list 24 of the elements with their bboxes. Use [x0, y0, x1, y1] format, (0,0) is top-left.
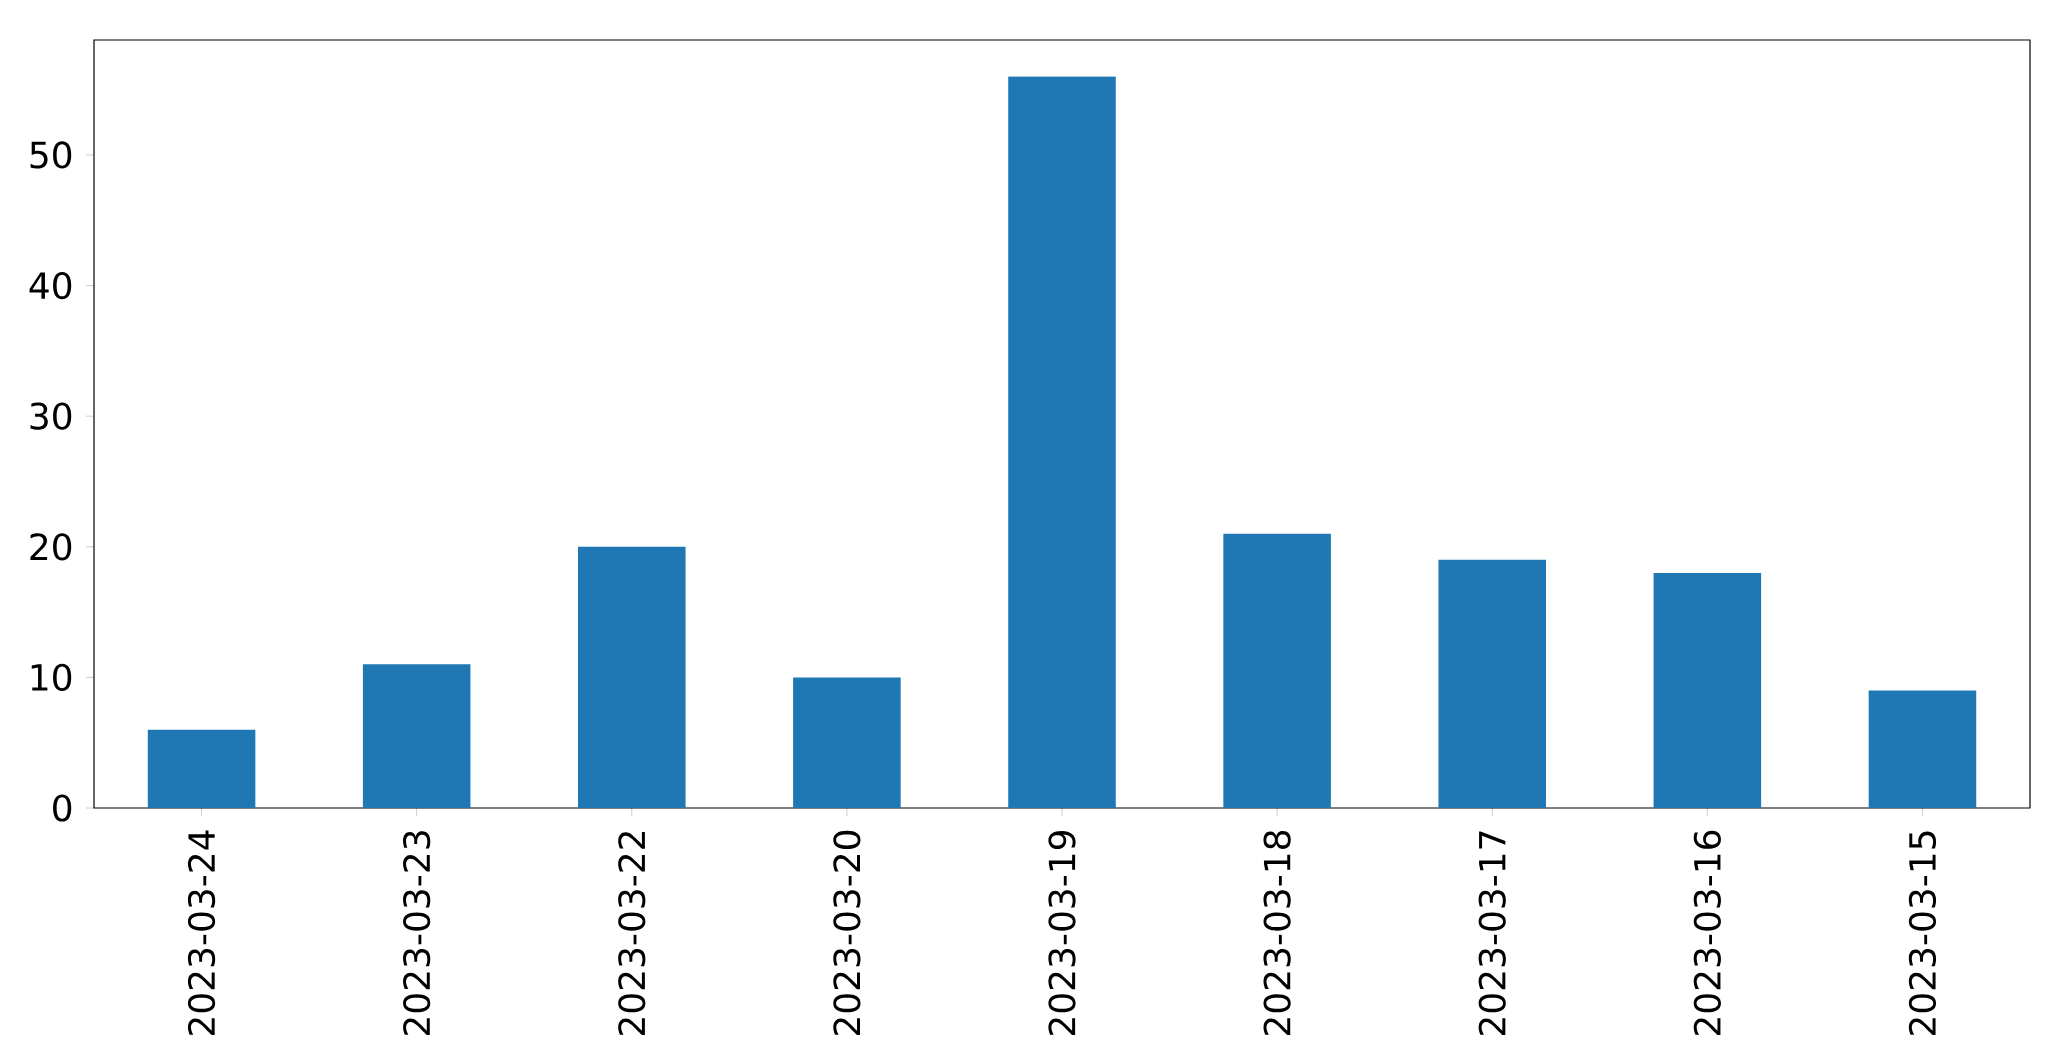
bar [1653, 572, 1762, 808]
y-tick-label: 50 [30, 141, 72, 169]
x-tick-label: 2023-03-22 [618, 832, 646, 1035]
bar [578, 546, 686, 808]
bar [147, 729, 256, 808]
bar [1868, 690, 1977, 808]
y-tick-label: 40 [29, 271, 72, 300]
x-tick-label: 2023-03-18 [1263, 830, 1291, 1035]
y-tick-label: 0 [53, 794, 72, 822]
x-tick-label: 2023-03-23 [403, 831, 431, 1035]
bar [1223, 533, 1331, 808]
bar [1008, 76, 1116, 808]
y-tick-label: 10 [31, 663, 72, 691]
x-tick-label: 2023-03-15 [1908, 831, 1937, 1035]
x-tick-label: 2023-03-19 [1048, 830, 1076, 1035]
bar [1438, 559, 1547, 808]
x-tick-label: 2023-03-24 [187, 830, 216, 1035]
bar [362, 664, 471, 808]
y-tick-label: 20 [30, 533, 72, 561]
x-tick-label: 2023-03-16 [1693, 830, 1721, 1035]
x-tick-label: 2023-03-17 [1478, 831, 1506, 1035]
y-tick-label: 30 [30, 402, 72, 430]
bar [793, 677, 901, 808]
x-tick-label: 2023-03-20 [833, 830, 861, 1035]
